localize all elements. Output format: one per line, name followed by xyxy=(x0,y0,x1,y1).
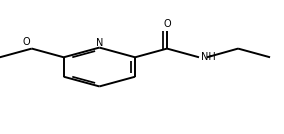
Text: O: O xyxy=(23,37,30,47)
Text: O: O xyxy=(163,19,171,29)
Text: N: N xyxy=(96,38,103,48)
Text: NH: NH xyxy=(201,52,216,62)
